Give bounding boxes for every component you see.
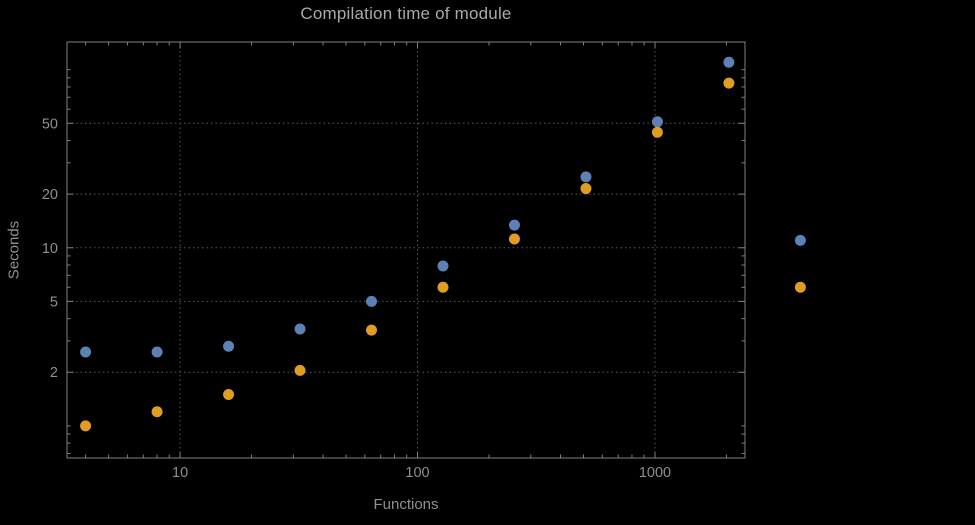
y-axis-label: Seconds: [5, 220, 23, 280]
data-point-blue-series: [723, 56, 735, 68]
data-point-orange-series: [80, 420, 92, 432]
data-point-blue-series: [437, 260, 449, 272]
y-tick-label: 2: [50, 365, 58, 381]
data-point-orange-series: [366, 324, 378, 336]
data-point-orange-series: [223, 388, 235, 400]
data-point-blue-series: [366, 295, 378, 307]
x-tick-label: 100: [405, 465, 429, 481]
data-point-orange-series: [437, 281, 449, 293]
data-point-blue-series: [294, 323, 306, 335]
y-tick-label: 20: [42, 187, 58, 203]
y-tick-label: 50: [42, 116, 58, 132]
data-point-blue-series: [508, 219, 520, 231]
x-tick-label: 1000: [639, 465, 671, 481]
y-tick-label: 10: [42, 241, 58, 257]
outside-frame-point-blue-series: [794, 234, 806, 246]
outside-frame-point-orange-series: [794, 281, 806, 293]
data-point-orange-series: [651, 126, 663, 138]
x-tick-label: 10: [172, 465, 188, 481]
data-point-orange-series: [294, 364, 306, 376]
data-point-blue-series: [580, 171, 592, 183]
y-tick-label: 5: [50, 294, 58, 310]
data-point-blue-series: [151, 346, 163, 358]
data-point-blue-series: [223, 340, 235, 352]
data-point-orange-series: [580, 183, 592, 195]
data-point-orange-series: [723, 77, 735, 89]
x-axis-label: Functions: [373, 496, 439, 513]
data-point-blue-series: [80, 346, 92, 358]
data-point-orange-series: [508, 233, 520, 245]
data-point-blue-series: [651, 116, 663, 128]
chart-title: Compilation time of module: [300, 4, 512, 23]
data-point-orange-series: [151, 406, 163, 418]
plot-frame: [66, 41, 746, 459]
